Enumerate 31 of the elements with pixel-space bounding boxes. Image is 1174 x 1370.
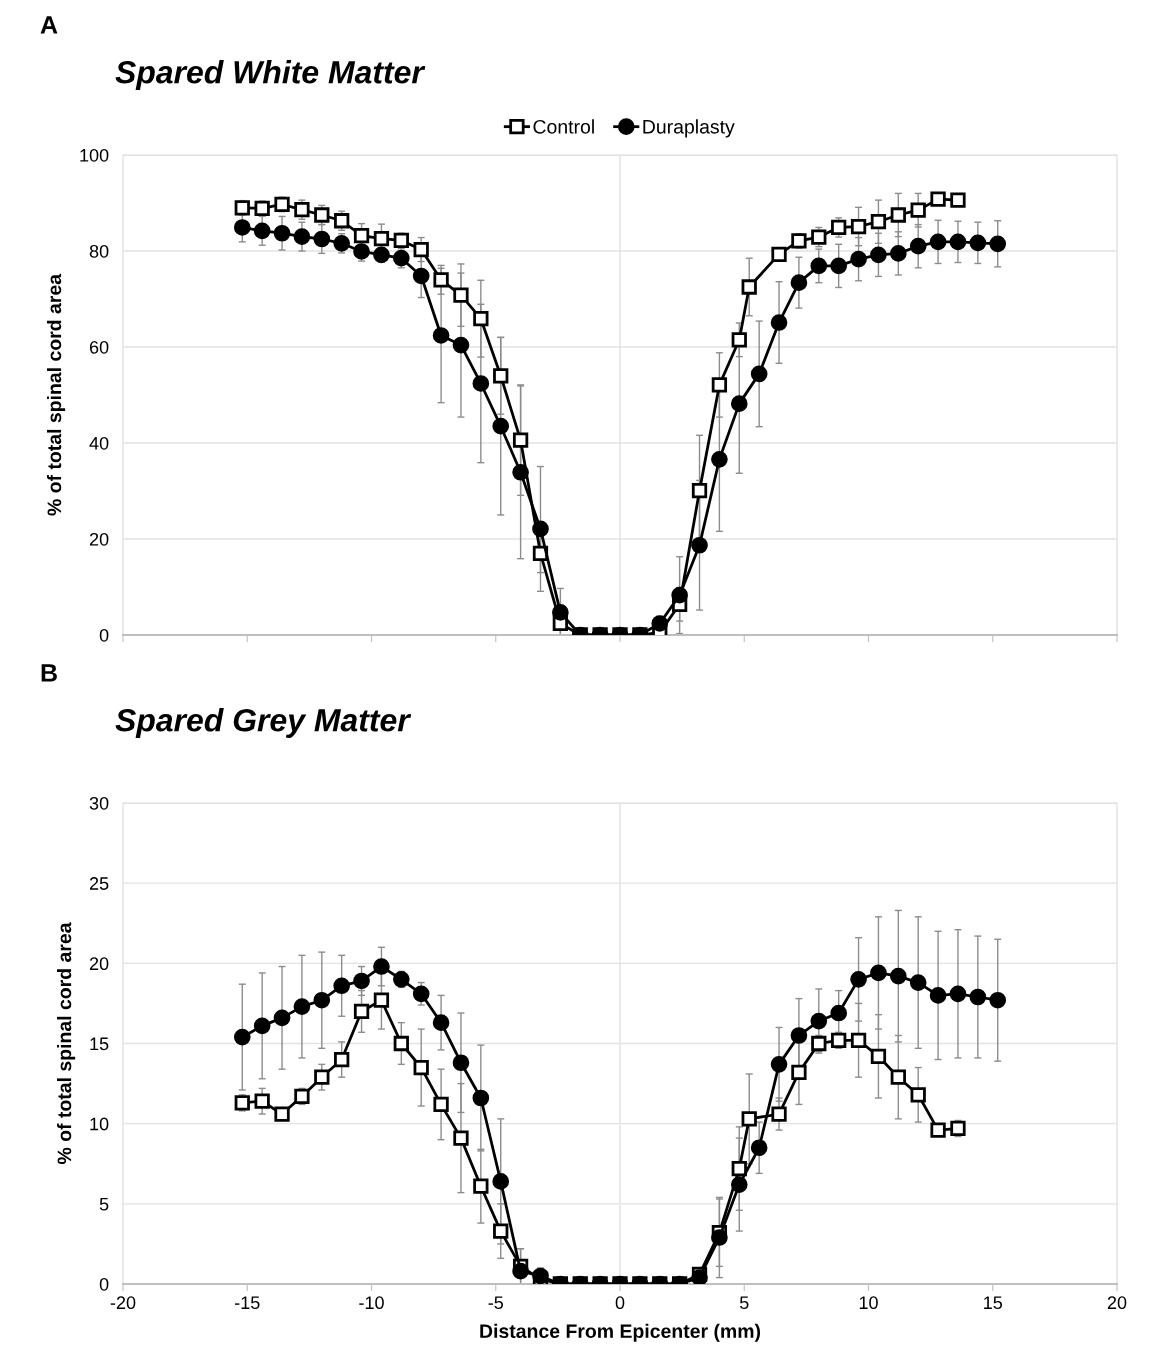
x-tick-label: 20 [1107, 1296, 1127, 1310]
y-tick-label: 25 [89, 877, 109, 890]
x-tick-label: 10 [859, 1296, 878, 1310]
y-tick-label: 40 [89, 436, 109, 450]
y-tick-label: 5 [99, 1197, 109, 1211]
y-tick-label: 10 [90, 1117, 109, 1131]
legend-label: Duraplasty [643, 119, 735, 138]
y-axis-title: % of total spinal cord area [57, 922, 76, 1165]
y-tick-label: 30 [89, 796, 109, 810]
text: B [41, 664, 57, 682]
y-tick-label: 0 [99, 1277, 109, 1291]
y-tick-label: 0 [99, 628, 109, 642]
chart-title: Spared Grey Matter [115, 708, 412, 738]
y-tick-label: 20 [89, 532, 109, 546]
legend-label: Control [533, 119, 594, 134]
y-tick-label: 80 [89, 244, 109, 258]
chart-title: Spared White Matter [115, 60, 426, 90]
x-tick-label: 0 [615, 1296, 625, 1310]
y-tick-label: 20 [89, 957, 109, 971]
y-axis-title: % of total spinal cord area [46, 273, 66, 516]
x-tick-label: -20 [110, 1296, 136, 1310]
x-axis-title: Distance From Epicenter (mm) [480, 1323, 761, 1342]
x-tick-label: -5 [488, 1296, 504, 1310]
x-tick-label: -10 [359, 1296, 384, 1310]
x-tick-label: 5 [739, 1296, 749, 1310]
x-tick-label: -15 [235, 1296, 260, 1310]
y-tick-label: 15 [90, 1037, 109, 1051]
text: A [40, 16, 58, 34]
y-tick-label: 60 [89, 340, 109, 354]
x-tick-label: 15 [984, 1296, 1003, 1310]
y-tick-label: 100 [80, 148, 109, 162]
